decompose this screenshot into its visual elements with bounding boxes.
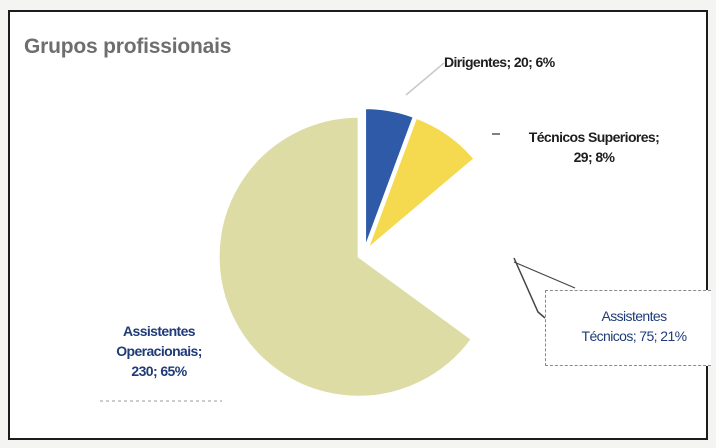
chart-title: Grupos profissionais bbox=[24, 35, 232, 58]
data-label-dirigentes: Dirigentes; 20; 6% bbox=[444, 54, 555, 70]
pie-slice-assistentes-operacionais bbox=[217, 115, 474, 398]
data-label-assistentes-operacionais: Assistentes Operacionais; 230; 65% bbox=[116, 323, 202, 379]
leader-line-assistentes-tecnicos bbox=[513, 257, 546, 319]
pie-slice-assistentes-t-cnicos bbox=[368, 162, 511, 338]
leader-line-dirigentes bbox=[405, 62, 445, 96]
pie-slice-dirigentes bbox=[364, 107, 416, 249]
data-label-tecnicos-superiores: Técnicos Superiores; 29; 8% bbox=[528, 129, 660, 165]
assistentes-tecnicos-callout-box bbox=[545, 290, 711, 366]
pie-slice-t-cnicos-superiores bbox=[365, 116, 476, 253]
data-label-assistentes-tecnicos: Assistentes Técnicos; 75; 21% bbox=[581, 308, 688, 344]
leader-line-assistentes-tecnicos-2 bbox=[513, 261, 576, 289]
